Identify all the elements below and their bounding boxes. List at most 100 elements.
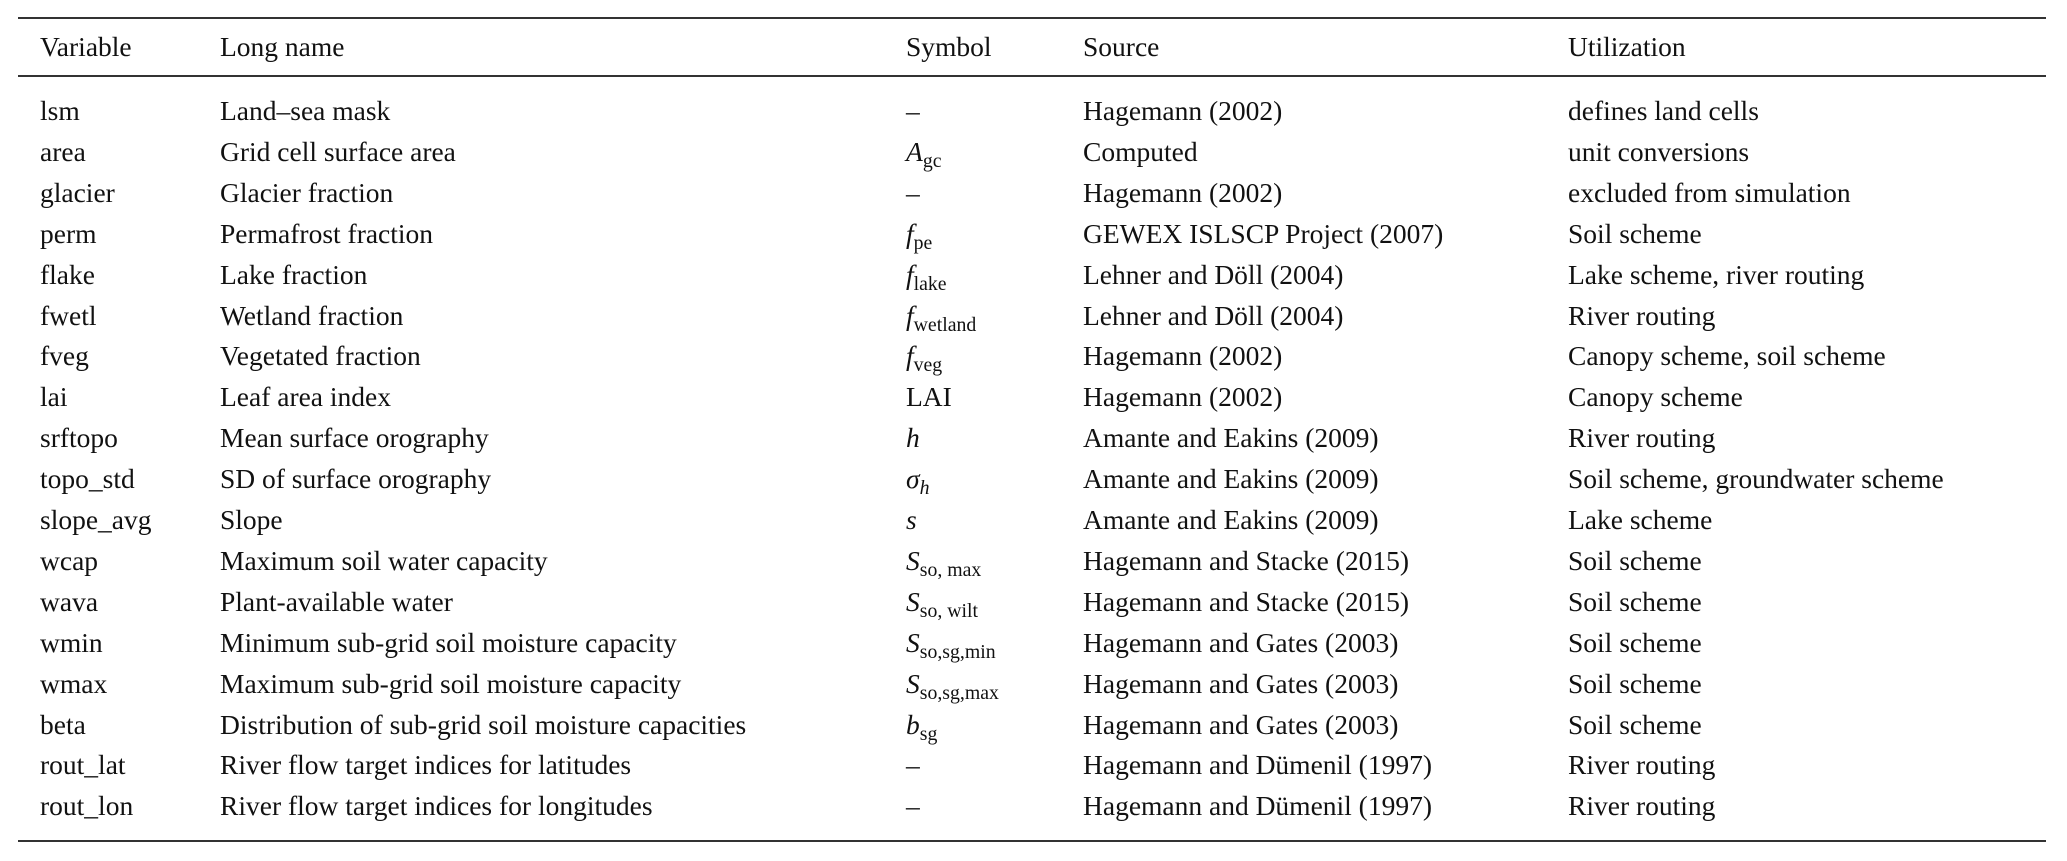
cell-long-name: Distribution of sub-grid soil moisture c… — [220, 708, 747, 740]
cell-utilization: Lake scheme, river routing — [1568, 258, 1865, 290]
cell-utilization: defines land cells — [1568, 95, 1759, 126]
cell-variable: topo_std — [40, 463, 135, 495]
symbol-subscript: gc — [922, 149, 942, 172]
symbol-subscript: so, wilt — [919, 599, 979, 622]
cell-variable: perm — [40, 217, 97, 249]
cell-long-name: Mean surface orography — [220, 422, 489, 454]
table-row: lai Leaf area index LAI Hagemann (2002) Cano… — [0, 377, 2067, 417]
cell-variable: lai — [40, 381, 68, 413]
cell-long-name: Wetland fraction — [220, 299, 404, 331]
table-row: fwetl Wetland fraction fwetland Lehner and … — [0, 296, 2067, 336]
symbol-base: A — [906, 135, 923, 167]
cell-utilization: unit conversions — [1568, 135, 1750, 167]
cell-source: GEWEX ISLSCP Project (2007) — [1083, 217, 1444, 249]
cell-long-name: Slope — [220, 504, 283, 535]
symbol-subscript: wetland — [913, 313, 977, 336]
cell-utilization: Soil scheme — [1568, 544, 1702, 576]
cell-utilization: Soil scheme — [1568, 585, 1702, 617]
symbol-base: f — [906, 258, 914, 290]
table-row: fveg Vegetated fraction fveg Hagemann (2002… — [0, 336, 2067, 376]
cell-long-name: River flow target indices for longitudes — [220, 790, 653, 822]
cell-source: Hagemann (2002) — [1083, 176, 1283, 208]
cell-source: Hagemann and Gates (2003) — [1083, 667, 1399, 699]
cell-variable: glacier — [40, 176, 115, 208]
cell-long-name: Plant-available water — [220, 585, 453, 617]
symbol-base: S — [906, 667, 920, 699]
cell-symbol: h — [906, 418, 920, 458]
cell-symbol: fveg — [906, 336, 942, 376]
symbol-base: s — [906, 504, 917, 535]
header-rule — [18, 75, 2046, 77]
symbol-base: f — [906, 340, 914, 372]
cell-variable: fwetl — [40, 299, 97, 331]
cell-variable: flake — [40, 258, 95, 290]
table-row: wcap Maximum soil water capacity Sso, max H… — [0, 541, 2067, 581]
cell-utilization: Soil scheme — [1568, 626, 1702, 658]
cell-source: Lehner and Döll (2004) — [1083, 258, 1344, 290]
table-row: slope_avg Slope s Amante and Eakins (2009) L… — [0, 500, 2067, 540]
symbol-base: f — [906, 299, 914, 331]
table-row: rout_lon River flow target indices for lo… — [0, 786, 2067, 826]
cell-source: Amante and Eakins (2009) — [1083, 463, 1379, 495]
cell-variable: wcap — [40, 544, 99, 576]
symbol-subscript: so,sg,min — [919, 640, 996, 663]
cell-variable: beta — [40, 708, 86, 740]
symbol-subscript: sg — [919, 722, 938, 745]
cell-variable: srftopo — [40, 422, 118, 454]
header-row: Variable Long name Symbol Source Utiliza… — [0, 27, 2067, 67]
bottom-rule — [18, 840, 2046, 842]
cell-symbol: fpe — [906, 214, 932, 254]
cell-long-name: Maximum soil water capacity — [220, 544, 548, 576]
table-row: srftopo Mean surface orography h Amante and… — [0, 418, 2067, 458]
cell-source: Hagemann (2002) — [1083, 381, 1283, 413]
cell-long-name: Glacier fraction — [220, 176, 394, 208]
cell-source: Lehner and Döll (2004) — [1083, 299, 1344, 331]
cell-symbol: – — [906, 786, 920, 826]
symbol-subscript: so, max — [919, 558, 982, 581]
cell-symbol: Sso,sg,min — [906, 623, 996, 663]
cell-utilization: Canopy scheme, soil scheme — [1568, 340, 1886, 372]
cell-utilization: River routing — [1568, 422, 1716, 454]
cell-long-name: Permafrost fraction — [220, 217, 434, 249]
header-variable: Variable — [40, 31, 132, 62]
cell-symbol: σh — [906, 459, 929, 499]
table-row: area Grid cell surface area Agc Computed uni… — [0, 132, 2067, 172]
cell-symbol: – — [906, 91, 920, 131]
symbol-subscript: so,sg,max — [919, 681, 999, 704]
cell-long-name: Lake fraction — [220, 258, 368, 290]
symbol-base: – — [906, 176, 920, 208]
cell-symbol: bsg — [906, 705, 937, 745]
cell-variable: rout_lon — [40, 790, 134, 822]
symbol-base: – — [906, 749, 920, 781]
symbol-base: S — [906, 626, 920, 658]
cell-variable: fveg — [40, 340, 89, 372]
symbol-base: S — [906, 544, 920, 576]
cell-source: Hagemann and Stacke (2015) — [1083, 544, 1410, 576]
cell-source: Hagemann (2002) — [1083, 95, 1283, 126]
symbol-base: S — [906, 585, 920, 617]
cell-variable: lsm — [40, 95, 80, 126]
cell-utilization: Canopy scheme — [1568, 381, 1743, 413]
symbol-base: h — [906, 422, 920, 454]
table-row: glacier Glacier fraction – Hagemann (2002) e… — [0, 173, 2067, 213]
cell-utilization: River routing — [1568, 749, 1716, 781]
cell-long-name: Land–sea mask — [220, 95, 391, 126]
symbol-base: b — [906, 708, 920, 740]
cell-utilization: Soil scheme — [1568, 708, 1702, 740]
symbol-subscript: lake — [913, 272, 947, 295]
table-row: rout_lat River flow target indices for la… — [0, 745, 2067, 785]
table-row: flake Lake fraction flake Lehner and Döll (… — [0, 255, 2067, 295]
cell-symbol: Sso, wilt — [906, 582, 978, 622]
cell-variable: wava — [40, 585, 99, 617]
table-row: lsm Land–sea mask – Hagemann (2002) defines … — [0, 91, 2067, 131]
cell-long-name: Vegetated fraction — [220, 340, 421, 372]
cell-symbol: s — [906, 500, 917, 540]
table-row: topo_std SD of surface orography σh Amante … — [0, 459, 2067, 499]
cell-long-name: SD of surface orography — [220, 463, 492, 495]
symbol-base: – — [906, 790, 920, 822]
cell-utilization: Soil scheme — [1568, 667, 1702, 699]
symbol-subscript: veg — [913, 354, 943, 377]
cell-variable: slope_avg — [40, 504, 152, 535]
cell-symbol: – — [906, 173, 920, 213]
cell-source: Hagemann and Gates (2003) — [1083, 626, 1399, 658]
